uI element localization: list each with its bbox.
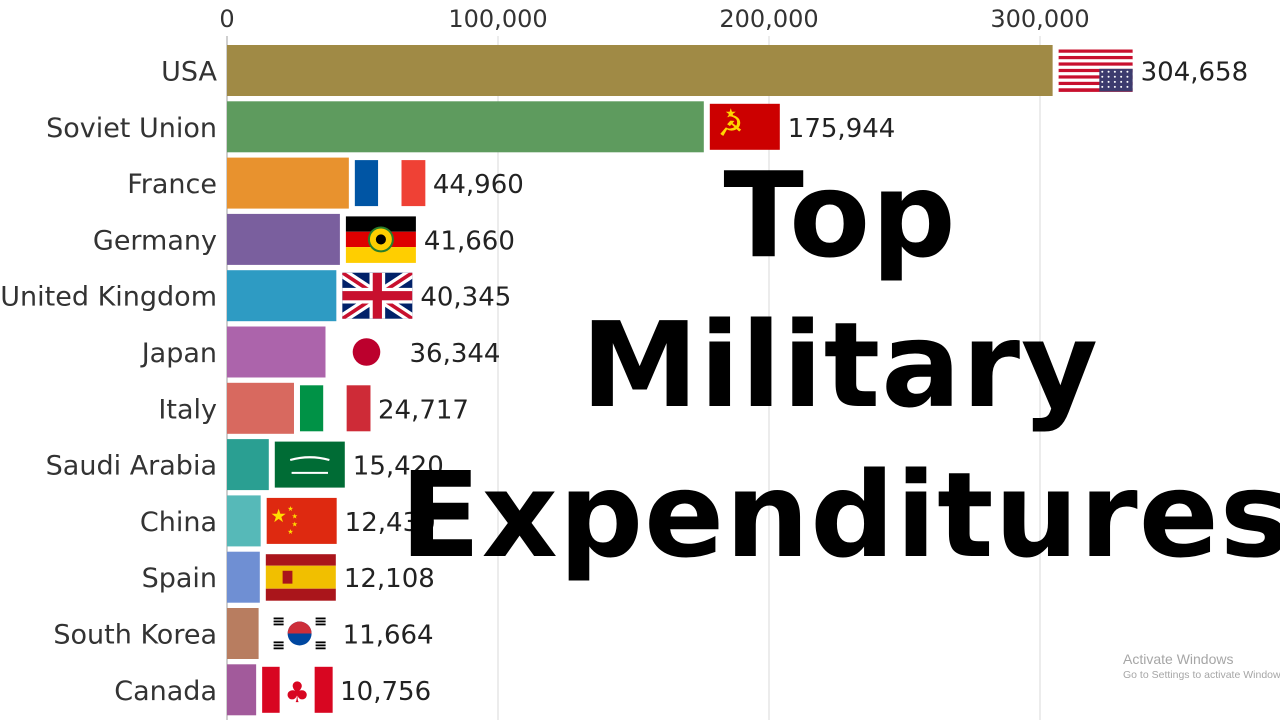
category-labels: USA Soviet Union France Germany United Kingd… (0, 57, 217, 707)
bars (227, 45, 1053, 716)
chart-title: Top Military Expenditures (400, 146, 1280, 584)
value-labels: 304,658 175,944 44,960 41,660 40,345 36,344 24… (340, 58, 1248, 707)
svg-text:★: ★ (725, 107, 737, 122)
value-label: 12,108 (344, 564, 435, 594)
bar-spain (227, 551, 260, 603)
category-label: Japan (140, 338, 217, 369)
svg-text:★: ★ (292, 512, 298, 520)
svg-text:★: ★ (287, 505, 293, 513)
uk-flag-icon (342, 272, 413, 319)
south-korea-flag-icon (264, 610, 335, 657)
category-label: Spain (142, 563, 217, 594)
flags: ☭★★ ★★★★♣ (262, 49, 1133, 713)
category-label: South Korea (53, 620, 217, 651)
category-label: China (140, 507, 217, 538)
japan-flag-icon (331, 329, 402, 375)
svg-text:★: ★ (287, 528, 293, 536)
x-axis-ticks: 0 100,000 200,000 300,000 (219, 5, 1089, 33)
svg-text:☭: ☭ (718, 110, 744, 143)
value-label: 304,658 (1141, 58, 1249, 88)
value-label: 44,960 (433, 170, 524, 200)
svg-text:★: ★ (292, 521, 298, 529)
value-label: 15,420 (353, 452, 444, 482)
x-tick-label: 200,000 (719, 5, 818, 33)
bar-canada (227, 664, 257, 716)
category-label: Soviet Union (46, 113, 217, 144)
bar-china (227, 495, 261, 547)
canada-flag-icon: ♣ (262, 666, 333, 713)
bar-japan (227, 326, 326, 378)
spain-flag-icon (265, 554, 336, 601)
soviet-flag-icon: ☭★ (709, 103, 780, 150)
svg-text:♣: ♣ (284, 676, 310, 709)
bar-usa (227, 45, 1053, 96)
italy-flag-icon (299, 385, 371, 432)
east-germany-flag-icon (345, 216, 416, 263)
category-label: United Kingdom (0, 282, 217, 313)
watermark-line2: Go to Settings to activate Windows. (1123, 669, 1280, 681)
bar-france (227, 157, 349, 209)
value-label: 11,664 (343, 621, 434, 651)
value-label: 40,345 (420, 283, 511, 313)
x-tick-label: 0 (219, 5, 234, 33)
category-label: Germany (93, 225, 217, 256)
china-flag-icon: ★ ★★★★ (266, 497, 337, 544)
bar-saudi-arabia (227, 439, 269, 491)
category-label: Italy (158, 394, 217, 425)
value-label: 175,944 (788, 114, 896, 144)
value-label: 10,756 (340, 677, 431, 707)
svg-text:★: ★ (270, 506, 287, 527)
watermark-line1: Activate Windows (1123, 651, 1234, 667)
category-label: Saudi Arabia (46, 451, 217, 482)
value-label: 24,717 (378, 395, 469, 425)
bar-soviet-union (227, 101, 704, 153)
france-flag-icon (354, 160, 426, 207)
value-label: 36,344 (409, 339, 500, 369)
category-label: USA (161, 57, 217, 88)
value-label: 12,430 (345, 508, 436, 538)
x-tick-label: 100,000 (448, 5, 547, 33)
usa-flag-icon (1058, 49, 1133, 92)
saudi-flag-icon (274, 441, 345, 488)
bar-united-kingdom (227, 270, 337, 322)
category-label: France (127, 169, 217, 200)
category-label: Canada (114, 676, 217, 707)
bar-germany (227, 213, 340, 265)
bar-italy (227, 382, 294, 434)
activate-windows-watermark: Activate Windows Go to Settings to activ… (1123, 651, 1280, 681)
x-tick-label: 300,000 (990, 5, 1089, 33)
bar-south-korea (227, 608, 259, 659)
value-label: 41,660 (424, 226, 515, 256)
